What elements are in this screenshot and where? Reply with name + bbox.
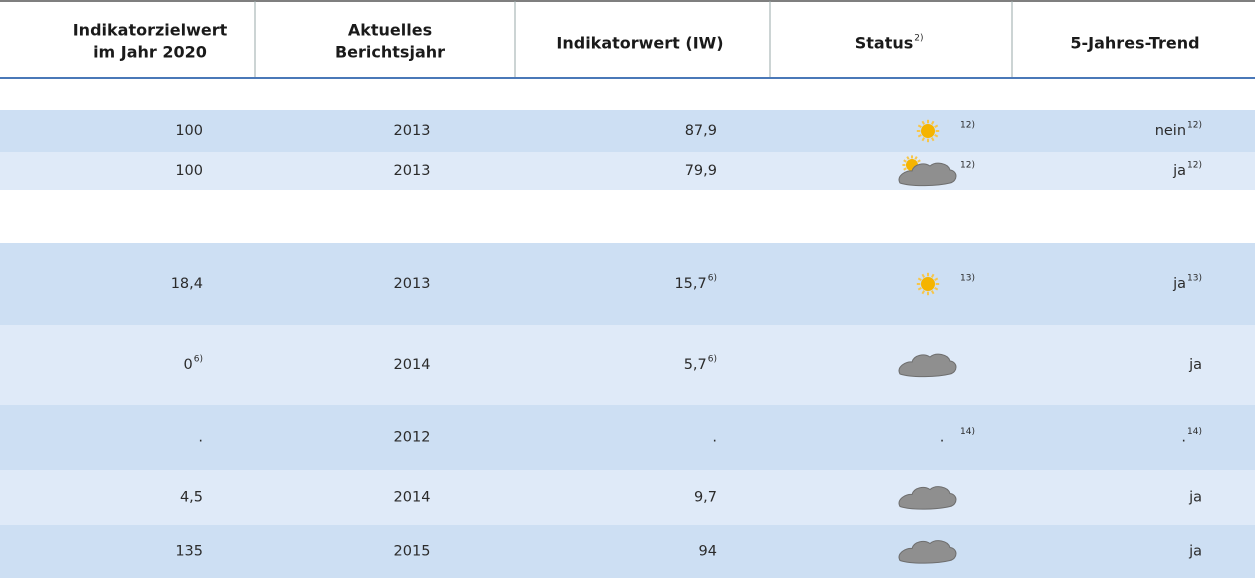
cell: 87,9 [685, 123, 717, 139]
cell: nein [1155, 123, 1186, 139]
cloud [898, 353, 957, 378]
header-cell: Status [855, 34, 914, 53]
cloud [898, 540, 957, 564]
status-icon [916, 119, 940, 143]
sun-ray [906, 156, 910, 160]
footnote: 12) [960, 121, 975, 131]
cell: 15,7 [674, 276, 706, 292]
row-bg [0, 325, 1255, 405]
cell: ja [1188, 544, 1202, 560]
cell: ja [1188, 357, 1202, 373]
sun-ray [934, 133, 939, 138]
cell: ja [1188, 490, 1202, 506]
header-cell: Berichtsjahr [335, 43, 445, 62]
footnote: 13) [960, 274, 975, 284]
sun-ray [930, 120, 935, 125]
cell: 2014 [394, 357, 431, 373]
cell: 0 [184, 357, 193, 373]
header-cell: Indikatorzielwert [73, 21, 228, 40]
sun-core [921, 277, 935, 291]
sun-ray [917, 124, 922, 129]
cell: 94 [699, 544, 717, 560]
cell: 100 [175, 123, 203, 139]
sun-ray [917, 133, 922, 138]
cell: 2012 [394, 430, 431, 446]
cell: . [940, 430, 945, 446]
cell: 2013 [394, 276, 431, 292]
status-icon [898, 540, 957, 564]
cell: . [1181, 430, 1186, 446]
sun-ray [934, 286, 939, 291]
footnote: 13) [1187, 274, 1202, 284]
sun-ray [917, 277, 922, 282]
header-cell: im Jahr 2020 [93, 43, 207, 62]
footnote: 14) [960, 427, 975, 437]
cell: 18,4 [171, 276, 203, 292]
sun-ray [921, 273, 926, 278]
cell: . [198, 430, 203, 446]
cell: 79,9 [685, 163, 717, 179]
cloud [898, 486, 957, 510]
sun-core [921, 124, 935, 138]
footnote: 14) [1187, 427, 1202, 437]
cell: ja [1172, 163, 1186, 179]
status-icon [898, 155, 957, 187]
sun-ray [917, 159, 921, 163]
cell: 2014 [394, 490, 431, 506]
cell: . [712, 430, 717, 446]
sun-ray [934, 124, 939, 129]
sun-ray [921, 137, 926, 142]
cell: 4,5 [180, 490, 203, 506]
sun-ray [930, 137, 935, 142]
sun-ray [930, 273, 935, 278]
cell: ja [1172, 276, 1186, 292]
row-bg [0, 405, 1255, 470]
header-note: 2) [914, 34, 923, 44]
sun-ray [921, 290, 926, 295]
footnote: 12) [1187, 161, 1202, 171]
sun-ray [917, 286, 922, 291]
sun-ray [930, 290, 935, 295]
sun-ray [914, 156, 918, 160]
footnote: 12) [1187, 121, 1202, 131]
sun-ray [921, 120, 926, 125]
header-cell: Aktuelles [348, 21, 432, 40]
footnote: 6) [708, 355, 717, 365]
cell: 5,7 [684, 357, 707, 373]
row-bg [0, 152, 1255, 190]
footnote: 6) [194, 355, 203, 365]
status-icon [898, 486, 957, 510]
cell: 100 [175, 163, 203, 179]
row-bg [0, 243, 1255, 325]
status-icon [916, 272, 940, 296]
status-icon [898, 353, 957, 378]
footnote: 6) [708, 274, 717, 284]
sun-ray [903, 159, 907, 163]
row-bg [0, 110, 1255, 152]
sun-ray [934, 277, 939, 282]
cloud [898, 162, 957, 187]
cell: 2013 [394, 123, 431, 139]
row-bg [0, 470, 1255, 525]
cell: 9,7 [694, 490, 717, 506]
row-bg [0, 525, 1255, 578]
cell: 2013 [394, 163, 431, 179]
header-cell: 5-Jahres-Trend [1070, 34, 1199, 53]
cell: 2015 [394, 544, 431, 560]
sun-ray [903, 167, 907, 171]
header-cell: Indikatorwert (IW) [556, 34, 723, 53]
cell: 135 [175, 544, 203, 560]
footnote: 12) [960, 161, 975, 171]
